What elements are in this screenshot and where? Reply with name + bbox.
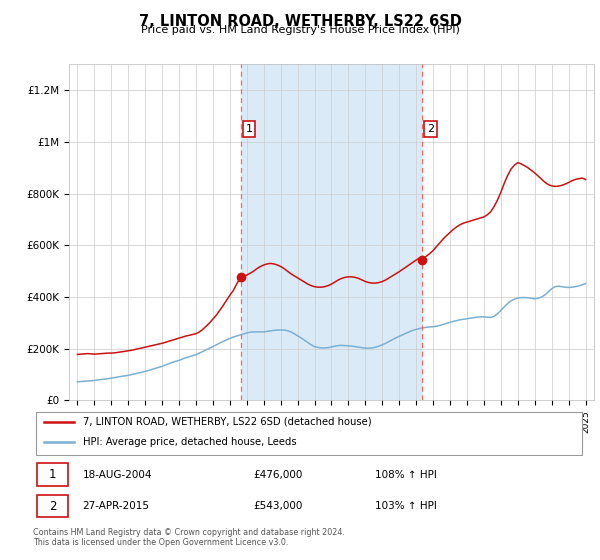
Text: 1: 1	[245, 124, 253, 134]
Text: 2: 2	[427, 124, 434, 134]
FancyBboxPatch shape	[37, 463, 68, 486]
FancyBboxPatch shape	[36, 412, 582, 455]
Text: 18-AUG-2004: 18-AUG-2004	[83, 470, 152, 480]
Text: £476,000: £476,000	[254, 470, 303, 480]
Text: 2: 2	[49, 500, 56, 512]
Text: 1: 1	[49, 468, 56, 481]
Text: 103% ↑ HPI: 103% ↑ HPI	[375, 501, 437, 511]
Text: 27-APR-2015: 27-APR-2015	[83, 501, 149, 511]
Text: 7, LINTON ROAD, WETHERBY, LS22 6SD (detached house): 7, LINTON ROAD, WETHERBY, LS22 6SD (deta…	[83, 417, 371, 427]
Text: 7, LINTON ROAD, WETHERBY, LS22 6SD: 7, LINTON ROAD, WETHERBY, LS22 6SD	[139, 14, 461, 29]
Text: Contains HM Land Registry data © Crown copyright and database right 2024.
This d: Contains HM Land Registry data © Crown c…	[33, 528, 345, 547]
Text: 108% ↑ HPI: 108% ↑ HPI	[375, 470, 437, 480]
Bar	[241, 64, 422, 400]
Text: Price paid vs. HM Land Registry's House Price Index (HPI): Price paid vs. HM Land Registry's House …	[140, 25, 460, 35]
Text: HPI: Average price, detached house, Leeds: HPI: Average price, detached house, Leed…	[83, 437, 296, 447]
Text: £543,000: £543,000	[254, 501, 303, 511]
FancyBboxPatch shape	[37, 494, 68, 517]
